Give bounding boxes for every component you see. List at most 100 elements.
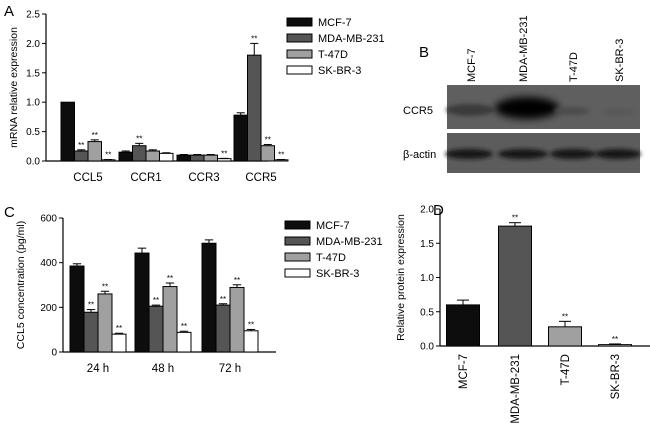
blot-band-actin-mcf7 [445, 149, 493, 159]
blot-band-ccr5-t47d [554, 107, 590, 115]
chart-a-bar-t-47d-ccr3 [203, 154, 218, 162]
blot-lane-label-skbr3: SK-BR-3 [614, 39, 626, 82]
chart-c-legend-swatch-sk-br-3 [284, 268, 311, 278]
chart-c-bar-sk-br-3-24-h [111, 333, 127, 353]
chart-a-mrna-expression: 0.0 0.5 1.0 1.5 2.0 2.5 mRNA relative expressi… [8, 10, 385, 185]
blot-band-actin-t47d [550, 149, 596, 159]
chart-c-legend-label-t-47d: T-47D [316, 252, 346, 264]
chart-c-legend-swatch-mcf-7 [284, 220, 311, 230]
chart-c-y-axis-label: CCL5 concentration (pg/ml) [15, 221, 27, 349]
chart-a-legend-swatch-t-47d [286, 49, 313, 59]
chart-a-bar-mcf-7-ccr3 [176, 154, 191, 162]
chart-a-bar-mcf-7-ccr5 [233, 114, 248, 162]
chart-d-protein-expression: 0.0 0.5 1.0 1.5 2.0 Relative protein expressi… [395, 205, 650, 424]
chart-c-bar-sk-br-3-72-h [243, 330, 259, 353]
chart-a-bar-mda-mb-231-ccr1 [132, 145, 147, 162]
chart-d-y-tick-label: 0.0 [420, 342, 434, 353]
chart-a-bar-mda-mb-231-ccr3 [190, 154, 205, 162]
chart-a-y-tick-label: 0.0 [26, 157, 40, 168]
chart-a-bar-mda-mb-231-ccr5 [247, 54, 262, 162]
panel-label-b: B [419, 44, 429, 61]
chart-d-bar-sk-br-3 [598, 344, 632, 347]
chart-c-y-tick-label: 400 [40, 258, 57, 269]
chart-d-y-tick-label: 0.5 [420, 307, 434, 318]
chart-a-significance-mark: ** [136, 134, 142, 143]
chart-a-bar-mcf-7-ccl5 [60, 101, 75, 162]
chart-c-y-tick-label: 600 [40, 214, 57, 225]
chart-c-legend-label-sk-br-3: SK-BR-3 [316, 268, 359, 280]
chart-a-legend-swatch-mda-mb-231 [286, 33, 313, 43]
chart-c-bar-t-47d-24-h [97, 293, 113, 353]
chart-a-category-label-ccl5: CCL5 [73, 172, 102, 184]
blot-lane-label-t47d: T-47D [568, 52, 580, 82]
chart-c-category-label-72-h: 72 h [219, 363, 241, 375]
chart-c-significance-mark: ** [220, 295, 226, 304]
chart-d-y-axis-label: Relative protein expression [395, 214, 407, 341]
chart-a-y-tick-label: 2.5 [26, 10, 40, 21]
chart-c-bar-mcf-7-72-h [201, 242, 217, 353]
chart-a-bar-sk-br-3-ccr3 [217, 158, 232, 162]
chart-a-bar-mcf-7-ccr1 [118, 151, 133, 162]
blot-band-actin-mdamb231 [498, 149, 548, 159]
blot-row-label-actin: β-actin [403, 149, 436, 161]
chart-a-bar-mda-mb-231-ccl5 [74, 150, 89, 162]
chart-d-significance-mark: ** [562, 312, 568, 321]
chart-a-significance-mark: ** [265, 136, 271, 145]
chart-d-category-label-mcf-7: MCF-7 [458, 354, 470, 389]
chart-a-y-tick-label: 1.5 [26, 68, 40, 79]
chart-d-category-label-t-47d: T-47D [560, 354, 572, 385]
chart-a-significance-mark: ** [251, 34, 257, 43]
chart-c-category-label-24-h: 24 h [87, 363, 109, 375]
chart-c-bar-mda-mb-231-24-h [83, 311, 99, 353]
panel-label-d: D [433, 202, 444, 219]
chart-a-significance-mark: ** [221, 149, 227, 158]
chart-d-y-tick-label: 1.0 [420, 273, 434, 284]
chart-a-y-tick-label: 2.0 [26, 39, 40, 50]
chart-c-bar-mcf-7-24-h [69, 265, 85, 353]
chart-c-significance-mark: ** [167, 274, 173, 283]
chart-a-significance-mark: ** [278, 151, 284, 160]
chart-c-bar-sk-br-3-48-h [176, 331, 192, 353]
blot-band-ccr5-mcf7 [446, 104, 494, 116]
chart-a-y-tick-label: 0.5 [26, 127, 40, 138]
chart-a-significance-mark: ** [105, 151, 111, 160]
chart-d-y-tick-label: 1.5 [420, 239, 434, 250]
chart-a-category-label-ccr3: CCR3 [188, 172, 219, 184]
chart-d-significance-mark: ** [512, 214, 518, 223]
chart-c-bar-mda-mb-231-48-h [148, 305, 164, 353]
chart-c-category-label-48-h: 48 h [152, 363, 174, 375]
chart-d-bar-mda-mb-231 [498, 225, 532, 347]
chart-c-significance-mark: ** [181, 322, 187, 331]
chart-c-ccl5-concentration: 0 200 400 600 CCL5 concentration (pg/ml) ** **… [15, 214, 383, 376]
chart-a-bar-t-47d-ccl5 [87, 141, 102, 162]
blot-lane-label-mdamb231: MDA-MB-231 [518, 15, 530, 82]
blot-band-ccr5-skbr3 [602, 109, 634, 115]
chart-a-bar-t-47d-ccr1 [145, 150, 160, 162]
chart-a-bar-sk-br-3-ccr1 [159, 152, 174, 162]
chart-a-significance-mark: ** [78, 141, 84, 150]
blot-band-ccr5-mdamb231 [495, 97, 559, 119]
chart-d-significance-mark: ** [612, 335, 618, 344]
blot-band-actin-skbr3 [595, 149, 641, 159]
panel-label-c: C [4, 204, 15, 221]
chart-a-legend-label-mda-mb-231: MDA-MB-231 [318, 33, 385, 45]
chart-d-category-label-sk-br-3: SK-BR-3 [610, 354, 622, 399]
chart-c-legend-swatch-t-47d [284, 252, 311, 262]
chart-a-y-tick-label: 1.0 [26, 98, 40, 109]
chart-c-significance-mark: ** [102, 282, 108, 291]
chart-a-category-label-ccr1: CCR1 [130, 172, 161, 184]
blot-lane-label-mcf7: MCF-7 [466, 48, 478, 82]
chart-c-significance-mark: ** [234, 276, 240, 285]
chart-c-significance-mark: ** [153, 296, 159, 305]
chart-c-bar-t-47d-48-h [162, 286, 178, 353]
chart-d-category-label-mda-mb-231: MDA-MB-231 [510, 354, 522, 424]
chart-d-bar-mcf-7 [446, 304, 480, 347]
chart-c-bar-t-47d-72-h [229, 286, 245, 353]
panel-label-a: A [4, 3, 14, 20]
chart-c-legend-swatch-mda-mb-231 [284, 236, 311, 246]
chart-c-bar-mcf-7-48-h [134, 252, 150, 353]
chart-c-significance-mark: ** [88, 301, 94, 310]
chart-c-legend-label-mcf-7: MCF-7 [316, 220, 350, 232]
chart-d-bar-t-47d [548, 326, 582, 347]
